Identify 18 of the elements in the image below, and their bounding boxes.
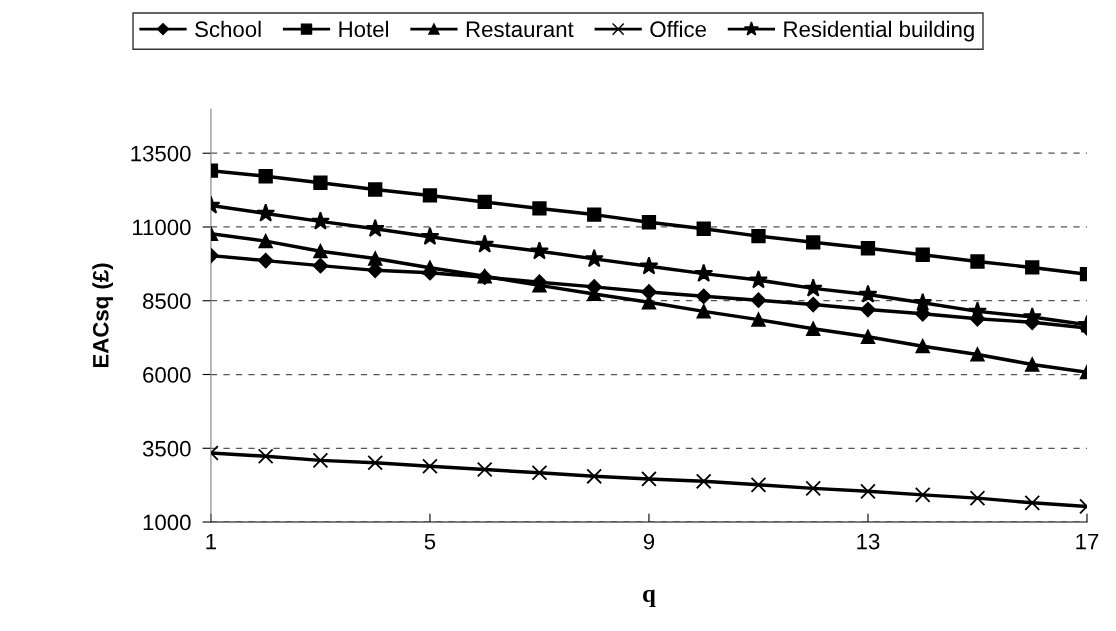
y-tick-label: 3500	[142, 440, 191, 457]
x-axis-title: q	[643, 589, 656, 608]
x-tick-label: 5	[424, 533, 436, 550]
y-tick-label: 11000	[133, 219, 191, 236]
x-tick-label: 17	[1076, 533, 1099, 550]
y-tick-label: 6000	[143, 367, 191, 383]
y-axis-title: EACsq (£)	[92, 263, 114, 368]
legend-label: School	[195, 20, 261, 38]
x-tick-label: 13	[857, 533, 880, 550]
y-tick-label: 13500	[131, 145, 191, 162]
x-tick-label: 1	[206, 533, 217, 550]
legend-label: Restaurant	[466, 21, 574, 38]
legend-label: Office	[650, 20, 706, 38]
legend-label: Residential building	[784, 20, 974, 42]
y-tick-label: 8500	[143, 293, 191, 310]
y-tick-label: 1000	[143, 514, 191, 531]
legend-label: Hotel	[339, 20, 389, 38]
x-tick-label: 9	[643, 533, 655, 550]
